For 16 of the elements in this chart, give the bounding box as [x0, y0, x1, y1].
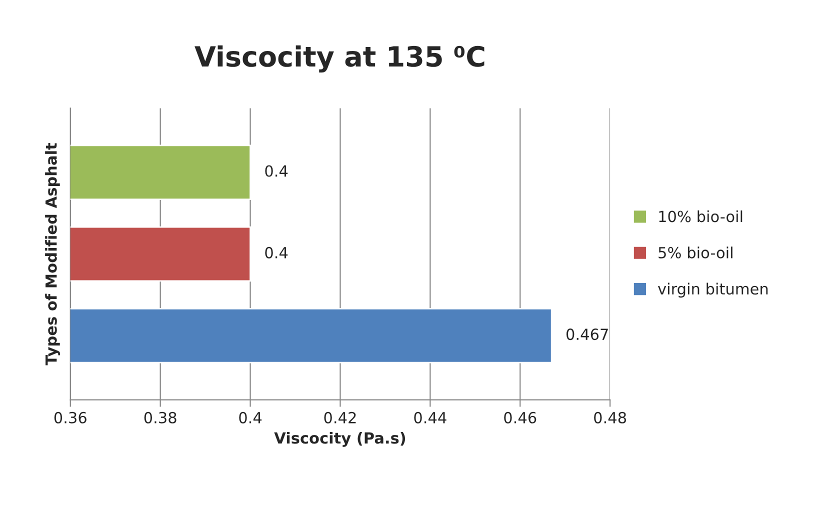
- legend-label: 10% bio-oil: [659, 210, 742, 222]
- chart-title: Viscocity at 135 ⁰C: [194, 45, 484, 73]
- legend-label: 5% bio-oil: [658, 246, 732, 258]
- x-tick-label: 0.4: [239, 412, 262, 424]
- legend-label: virgin bitumen: [658, 282, 768, 298]
- x-tick-label: 0.44: [414, 412, 446, 424]
- x-axis-title: Viscocity (Pa.s): [274, 432, 406, 447]
- y-axis-title: Types of Modified Asphalt: [45, 143, 60, 366]
- x-tick-label: 0.46: [504, 412, 536, 424]
- x-tick-label: 0.36: [54, 412, 86, 424]
- data-label: 0.4: [265, 246, 288, 258]
- x-tick-label: 0.42: [324, 412, 356, 424]
- x-tick-label: 0.38: [144, 412, 176, 424]
- data-label: 0.467: [566, 328, 608, 340]
- x-tick-label: 0.48: [594, 412, 626, 424]
- data-label: 0.4: [265, 165, 288, 177]
